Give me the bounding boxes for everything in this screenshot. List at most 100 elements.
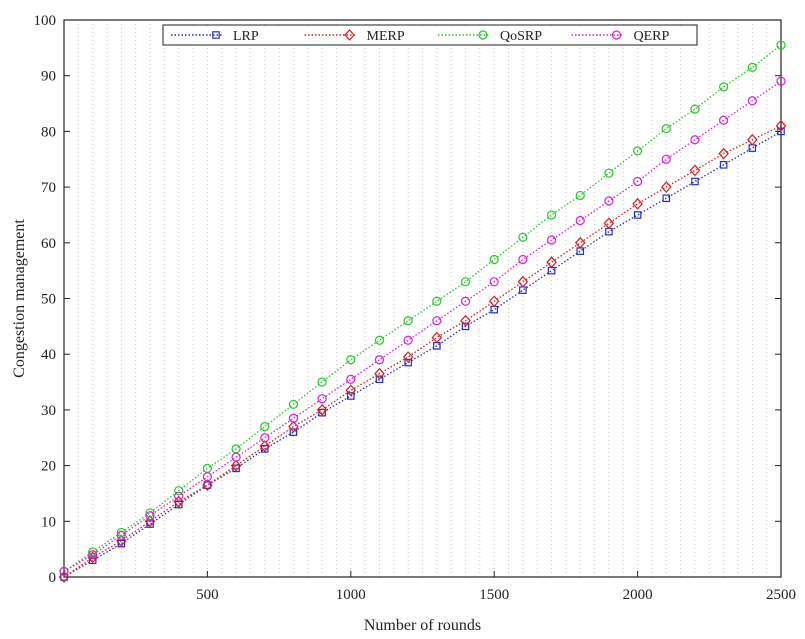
y-tick-label: 80 — [41, 124, 56, 140]
x-axis-label: Number of rounds — [364, 617, 481, 634]
data-point-qosrp — [432, 296, 442, 306]
axis-ticks: 500 1000 1500 2000 2500 0 10 20 30 40 50 60 70 80 90 10… — [34, 13, 797, 603]
data-point-qosrp — [489, 254, 499, 265]
data-point-lrp — [777, 127, 785, 136]
data-point-qerp — [88, 550, 98, 560]
legend-label: QERP — [634, 29, 670, 44]
data-point-merp — [173, 495, 185, 508]
x-tick-label: 500 — [196, 587, 219, 603]
data-point-qosrp — [776, 40, 786, 50]
data-point-qerp — [489, 277, 499, 287]
y-tick-label: 50 — [41, 292, 56, 308]
x-tick-label: 2500 — [766, 587, 796, 603]
series-layer — [58, 40, 787, 583]
data-point-qosrp — [145, 508, 155, 518]
data-point-qerp — [374, 355, 385, 365]
data-point-merp — [574, 236, 586, 249]
y-tick-label: 90 — [41, 69, 56, 85]
series-merp — [58, 119, 787, 583]
data-point-merp — [259, 440, 271, 453]
data-point-merp — [116, 534, 127, 547]
data-point-qosrp — [518, 232, 528, 242]
data-point-merp — [288, 420, 299, 433]
data-point-merp — [431, 331, 443, 344]
x-tick-label: 1500 — [479, 587, 509, 603]
data-point-qerp — [690, 135, 700, 145]
legend-label: QoSRP — [500, 29, 542, 44]
data-point-qerp — [231, 452, 241, 462]
legend-marker — [611, 30, 622, 40]
data-point-lrp — [633, 211, 642, 219]
data-point-merp — [460, 314, 471, 327]
data-point-qosrp — [604, 168, 614, 178]
data-point-merp — [374, 367, 385, 380]
data-point-merp — [689, 164, 701, 177]
data-point-qosrp — [260, 422, 270, 432]
data-point-qosrp — [374, 335, 385, 345]
legend-label: MERP — [367, 29, 405, 44]
x-tick-label: 2000 — [623, 587, 653, 603]
data-point-lrp — [318, 408, 326, 417]
plot-area — [63, 19, 782, 578]
data-point-lrp — [662, 194, 671, 203]
data-point-qosrp — [403, 316, 413, 326]
y-tick-label: 30 — [41, 403, 56, 419]
data-point-lrp — [719, 161, 728, 169]
data-point-qerp — [174, 491, 184, 501]
series-qerp — [59, 76, 786, 577]
data-point-qerp — [776, 76, 786, 86]
y-tick-label: 10 — [41, 514, 56, 530]
data-point-qosrp — [288, 399, 299, 409]
data-point-qerp — [432, 316, 442, 326]
data-point-qerp — [460, 296, 471, 306]
series-qosrp — [59, 40, 786, 577]
legend-marker — [478, 30, 488, 40]
data-point-lrp — [88, 556, 97, 565]
data-point-qerp — [59, 566, 69, 577]
data-point-lrp — [490, 305, 499, 314]
data-point-merp — [345, 384, 357, 397]
y-tick-label: 70 — [41, 180, 56, 196]
legend-label: LRP — [233, 29, 259, 44]
data-point-merp — [402, 351, 414, 363]
data-point-merp — [775, 119, 787, 132]
data-point-lrp — [60, 573, 68, 581]
data-point-merp — [660, 181, 672, 193]
data-point-qerp — [116, 530, 126, 540]
data-point-qosrp — [116, 527, 126, 538]
data-point-lrp — [605, 227, 613, 236]
y-tick-label: 40 — [41, 347, 56, 363]
data-point-qerp — [632, 176, 643, 187]
data-point-qosrp — [661, 124, 671, 134]
data-point-lrp — [117, 539, 126, 548]
data-point-qosrp — [317, 377, 327, 387]
data-point-lrp — [461, 322, 470, 331]
data-point-merp — [546, 256, 557, 269]
legend: LRP MERP QoSRP QERP — [162, 24, 698, 46]
data-point-qosrp — [690, 104, 700, 114]
data-point-qerp — [346, 374, 356, 384]
data-point-lrp — [691, 177, 699, 186]
data-point-lrp — [289, 428, 298, 436]
legend-marker — [212, 31, 220, 39]
x-tick-label: 1000 — [336, 587, 366, 603]
legend-marker — [344, 29, 355, 41]
data-point-qerp — [518, 254, 528, 265]
data-point-merp — [718, 147, 729, 160]
data-point-merp — [517, 275, 529, 288]
y-tick-label: 60 — [41, 236, 56, 252]
data-point-qosrp — [460, 277, 471, 287]
legend-box — [162, 24, 698, 46]
data-point-qosrp — [546, 210, 557, 220]
data-point-qosrp — [88, 547, 98, 557]
series-lrp — [60, 127, 785, 581]
series-line-lrp — [63, 130, 782, 578]
data-point-qerp — [604, 196, 614, 206]
data-point-qerp — [145, 511, 155, 521]
data-point-merp — [603, 217, 615, 230]
data-point-lrp — [404, 358, 412, 367]
data-point-qerp — [202, 472, 212, 482]
data-point-merp — [144, 515, 156, 528]
data-point-qosrp — [719, 82, 729, 92]
data-point-qerp — [317, 394, 327, 404]
